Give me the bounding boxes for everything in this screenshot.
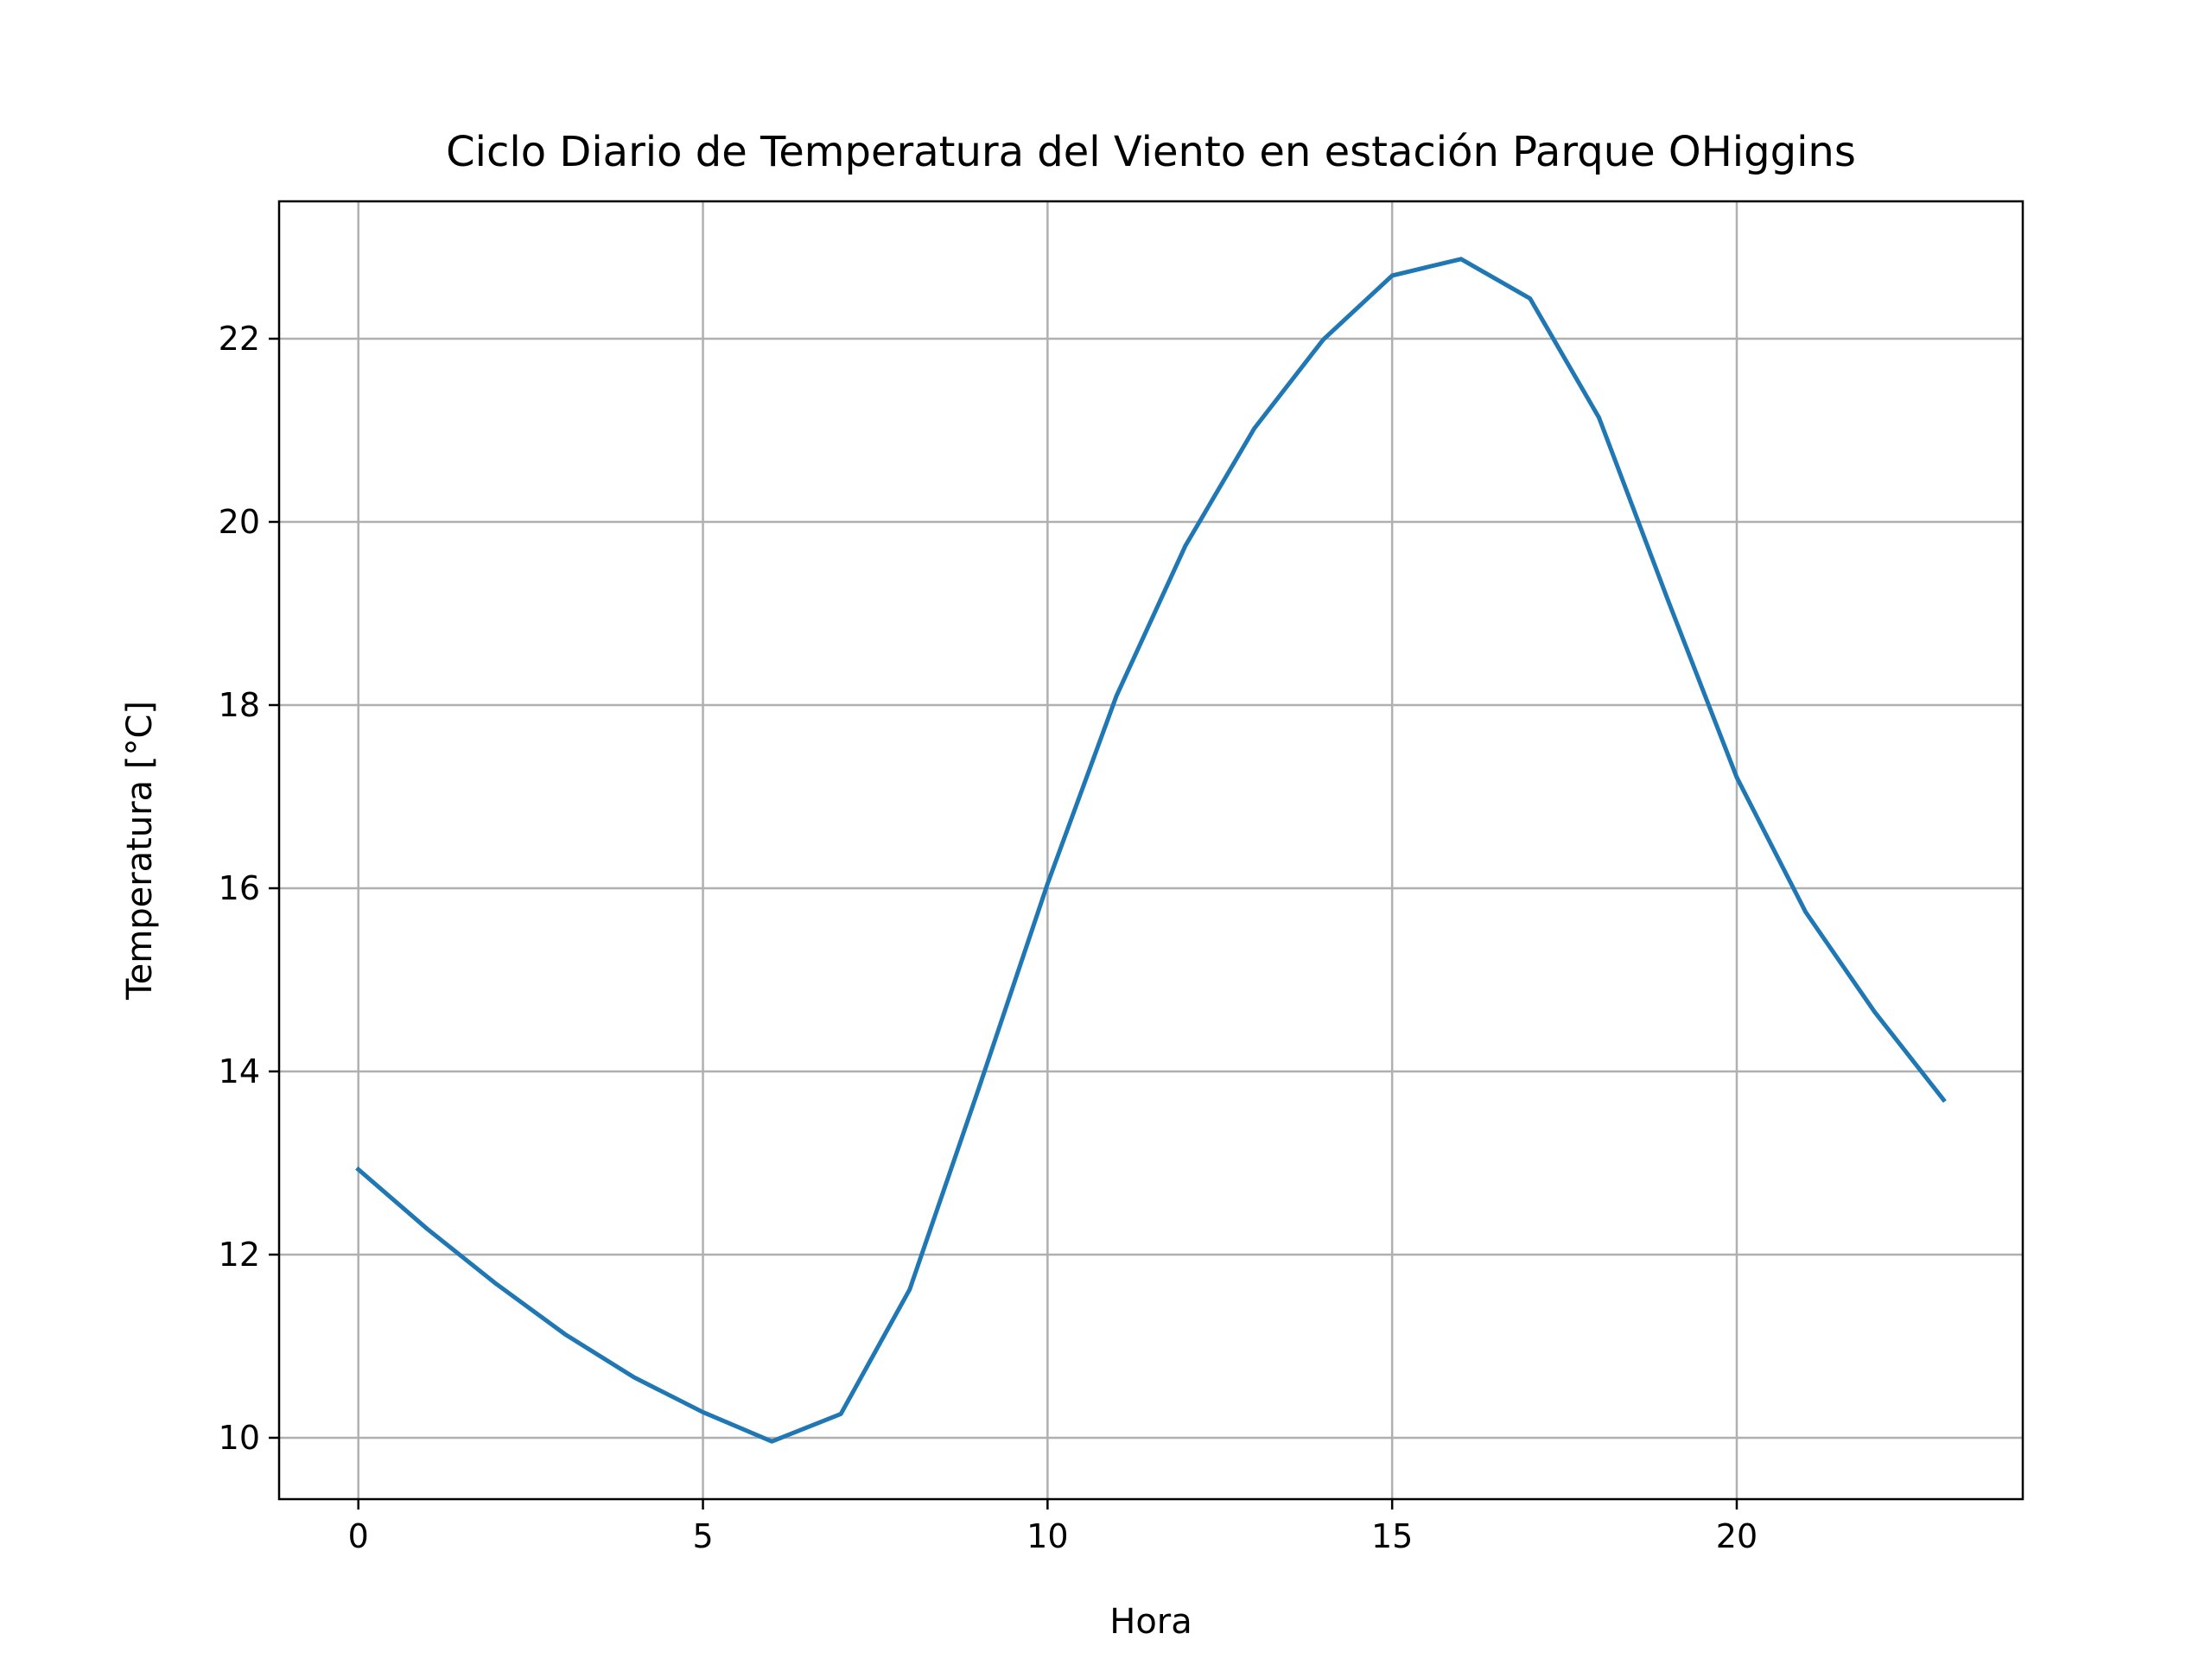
y-tick-label: 20	[219, 503, 260, 541]
x-axis-ticks: 0 5 10 15 20	[348, 1499, 1758, 1555]
plot-frame	[277, 200, 2024, 1501]
y-tick-label: 14	[219, 1052, 260, 1090]
y-tick-label: 10	[219, 1419, 260, 1457]
x-tick-label: 5	[692, 1517, 713, 1555]
grid	[279, 201, 2023, 1499]
x-tick-label: 20	[1716, 1517, 1758, 1555]
y-axis-label: Temperatura [°C]	[120, 701, 160, 1001]
y-tick-label: 18	[219, 686, 260, 724]
y-tick-label: 16	[219, 869, 260, 907]
y-axis-ticks: 10 12 14 16 18 20 22	[219, 320, 279, 1457]
y-tick-label: 12	[219, 1236, 260, 1274]
data-series	[355, 257, 1947, 1444]
series-line	[355, 257, 1947, 1444]
chart-title: Ciclo Diario de Temperatura del Viento e…	[446, 128, 1856, 176]
x-tick-label: 10	[1027, 1517, 1068, 1555]
y-tick-label: 22	[219, 320, 260, 358]
x-tick-label: 15	[1371, 1517, 1413, 1555]
x-tick-label: 0	[348, 1517, 369, 1555]
x-axis-label: Hora	[1109, 1602, 1192, 1642]
